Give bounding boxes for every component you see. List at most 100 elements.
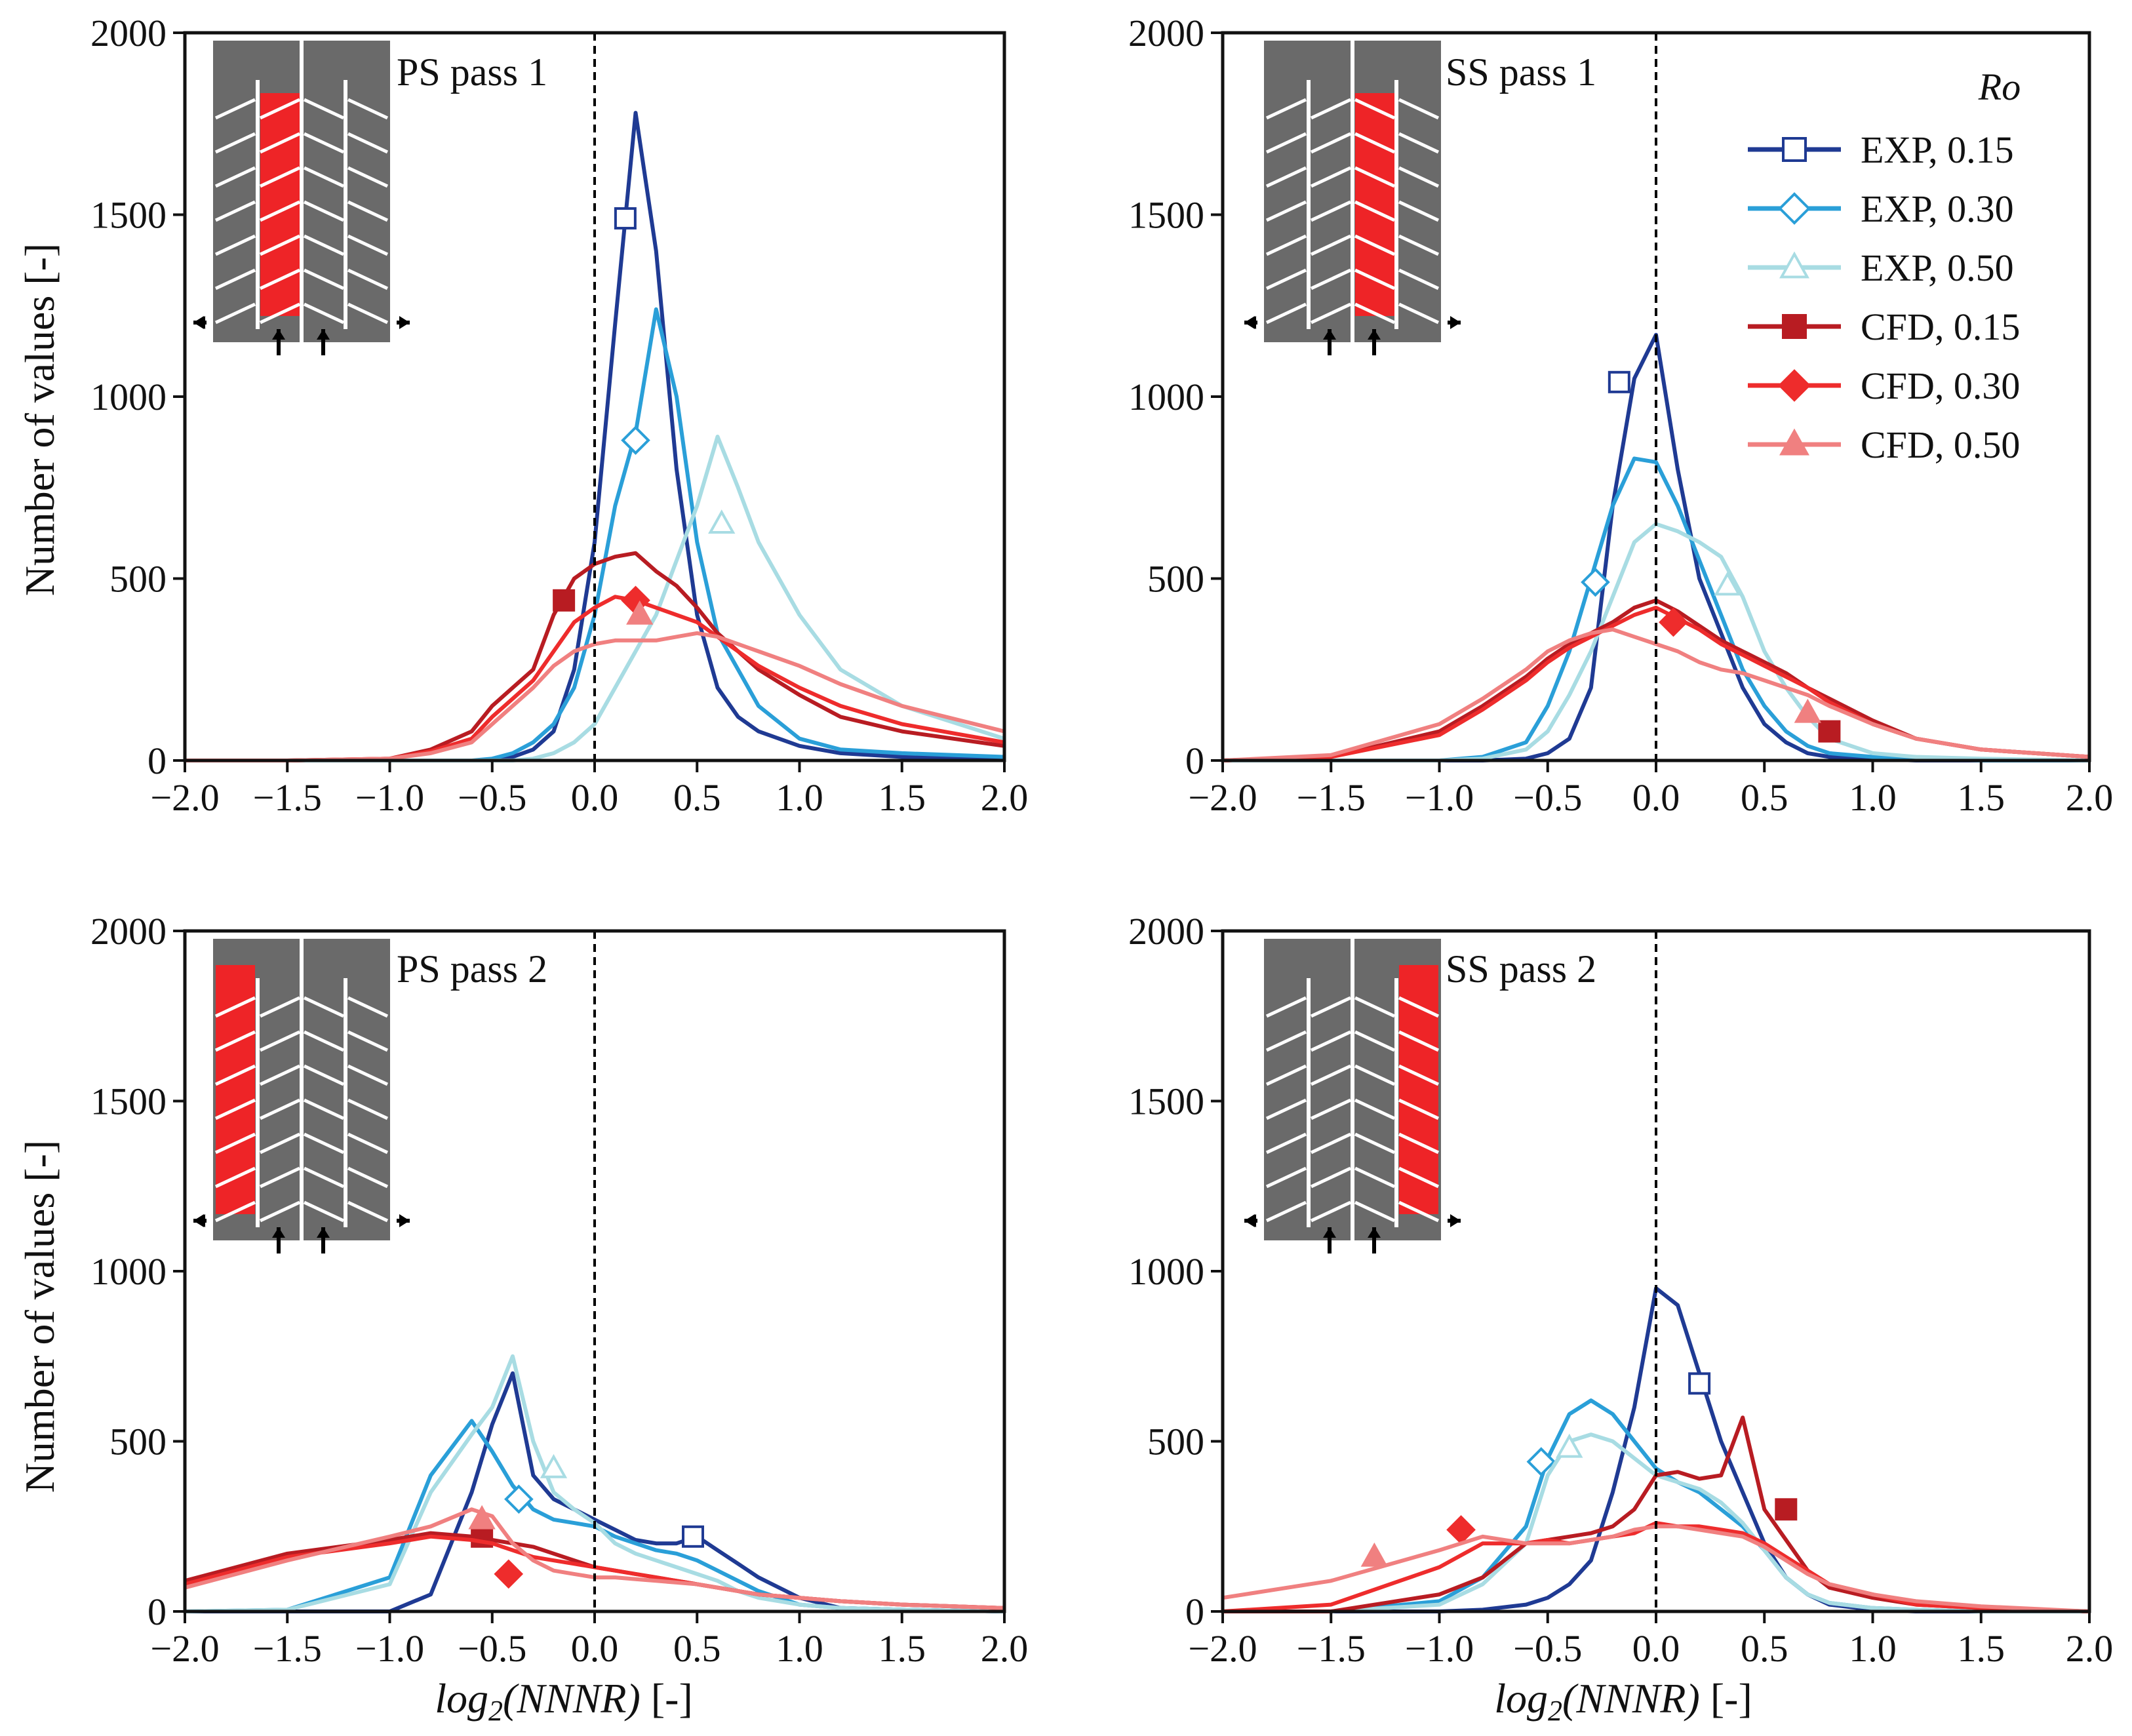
channel-schematic — [1244, 41, 1461, 355]
rib-line — [1398, 1132, 1440, 1154]
legend-marker — [1782, 314, 1807, 339]
rib-line — [1310, 132, 1352, 154]
flow-arrow-icon — [272, 1227, 285, 1253]
x-tick-label: −0.5 — [458, 1627, 526, 1670]
rib-line — [1310, 302, 1352, 325]
x-tick-label: 2.0 — [981, 1627, 1029, 1670]
series-line-exp-0-50 — [1223, 522, 2090, 762]
rib-line — [347, 268, 389, 290]
y-tick-label: 0 — [1185, 740, 1204, 782]
rib-line — [1310, 1132, 1352, 1154]
rib-line — [214, 98, 256, 120]
x-label-log: log — [1494, 1675, 1548, 1722]
rib-line — [1265, 234, 1307, 256]
rib-line — [303, 996, 345, 1018]
panel-ss-pass-2: −2.0 −1.5 −1.0 −0.5 0.0 0.5 1.0 1.5 2.0 0 500 1000 1… — [1128, 910, 2113, 1670]
rib-line — [1310, 200, 1352, 222]
series-line-cfd-0-50 — [184, 1507, 1005, 1610]
x-tick-label: 0.0 — [571, 776, 619, 819]
rib-line — [1265, 302, 1307, 325]
rib-line — [1354, 132, 1396, 154]
rib-line — [1265, 1064, 1307, 1086]
legend-label: EXP, 0.30 — [1861, 187, 2014, 230]
legend-label: EXP, 0.15 — [1861, 128, 2014, 171]
series-marker-cfd-0-15 — [1775, 1498, 1798, 1521]
x-label-sub: 2 — [488, 1695, 503, 1727]
x-tick-label: −1.0 — [355, 1627, 424, 1670]
legend-title: Ro — [1978, 66, 2021, 108]
rib-line — [347, 996, 389, 1018]
y-tick-label: 500 — [109, 558, 167, 601]
series-line-cfd-0-50 — [1222, 627, 2090, 762]
rib-line — [1310, 1200, 1352, 1223]
y-tick-label: 2000 — [1128, 910, 1204, 953]
rib-line — [347, 302, 389, 325]
y-tick-label: 500 — [1147, 558, 1204, 601]
series-marker-exp-0-50 — [708, 509, 736, 534]
panel-ss-pass-1: −2.0 −1.5 −1.0 −0.5 0.0 0.5 1.0 1.5 2.0 0 500 1000 1… — [1128, 12, 2113, 819]
rib-line — [214, 268, 256, 290]
rib-line — [214, 996, 256, 1018]
rib-line — [1398, 1166, 1440, 1189]
series-marker-exp-0-50 — [1556, 1433, 1583, 1458]
rib-line — [1354, 234, 1396, 256]
rib-line — [303, 1200, 345, 1223]
rib-line — [1354, 1200, 1396, 1223]
panel-ps-pass-1: −2.0 −1.5 −1.0 −0.5 0.0 0.5 1.0 1.5 2.0 0 500 1000 1… — [90, 12, 1028, 819]
rib-line — [347, 132, 389, 154]
legend-entry-cfd-0-30: CFD, 0.30 — [1748, 365, 2020, 407]
rib-line — [1398, 1030, 1440, 1052]
series-marker-exp-0-30 — [1581, 567, 1610, 597]
series-line-cfd-0-15 — [1222, 598, 2090, 762]
panel-title: SS pass 2 — [1446, 947, 1596, 991]
x-tick-label: −1.5 — [1297, 776, 1366, 819]
legend-marker — [1779, 251, 1809, 279]
series-marker-cfd-0-50 — [468, 1505, 496, 1529]
y-tick-label: 1500 — [1128, 1080, 1204, 1123]
legend-marker — [1778, 369, 1811, 402]
y-axis-title-bottom: Number of values [-] — [16, 1140, 63, 1493]
y-tick-label: 2000 — [90, 910, 167, 953]
series-line-cfd-0-15 — [185, 551, 1005, 762]
rib-line — [347, 234, 389, 256]
legend-entry-cfd-0-15: CFD, 0.15 — [1748, 306, 2020, 348]
x-label-sub: 2 — [1548, 1695, 1562, 1727]
rib-line — [259, 132, 301, 154]
x-tick-label: −1.5 — [1297, 1627, 1366, 1670]
rib-line — [1310, 98, 1352, 120]
x-tick-label: 0.5 — [1741, 776, 1788, 819]
rib-line — [1265, 200, 1307, 222]
series-line-cfd-0-15 — [1223, 1415, 2090, 1613]
rib-line — [347, 1030, 389, 1052]
rib-line — [303, 1166, 345, 1189]
rib-line — [1398, 302, 1440, 325]
y-tick-label: 1000 — [1128, 376, 1204, 418]
x-label-nnnr: (NNNR) — [503, 1675, 641, 1722]
legend-entry-exp-0-30: EXP, 0.30 — [1748, 187, 2014, 230]
rib-line — [214, 1200, 256, 1223]
rib-line — [1398, 132, 1440, 154]
x-tick-label: 1.5 — [1958, 1627, 2005, 1670]
rib-line — [303, 268, 345, 290]
channel-schematic — [193, 939, 410, 1253]
rib-line — [259, 1200, 301, 1223]
legend-label: CFD, 0.15 — [1861, 306, 2020, 348]
x-tick-label: 1.5 — [878, 776, 926, 819]
rib-line — [1398, 268, 1440, 290]
series-marker-exp-0-15 — [1688, 1372, 1711, 1395]
rib-line — [303, 166, 345, 188]
rib-line — [1310, 1064, 1352, 1086]
x-tick-label: −2.0 — [1188, 776, 1257, 819]
rib-line — [303, 302, 345, 325]
series-line-exp-0-15 — [185, 1371, 1005, 1613]
rib-line — [303, 1132, 345, 1154]
flow-arrow-icon — [1323, 1227, 1336, 1253]
series-marker-exp-0-30 — [621, 425, 650, 455]
series-marker-exp-0-30 — [1526, 1447, 1556, 1476]
rib-line — [214, 234, 256, 256]
rib-line — [1310, 996, 1352, 1018]
rib-line — [303, 132, 345, 154]
rib-line — [1310, 1166, 1352, 1189]
rib-line — [347, 1200, 389, 1223]
rib-line — [1398, 98, 1440, 120]
